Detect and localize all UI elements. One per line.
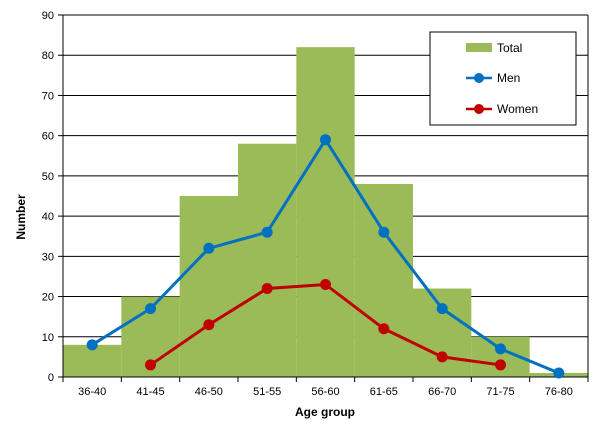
y-axis-title: Number — [14, 194, 28, 240]
point-women-71-75 — [495, 359, 506, 371]
point-women-66-70 — [436, 351, 448, 363]
point-men-76-80 — [553, 367, 565, 379]
point-men-71-75 — [495, 343, 506, 355]
y-tick-label: 90 — [42, 10, 54, 22]
y-tick-label: 10 — [42, 332, 54, 344]
point-men-41-45 — [145, 303, 156, 315]
axes — [58, 14, 589, 382]
y-tick-label: 70 — [42, 90, 54, 102]
legend-label-men: Men — [497, 71, 520, 85]
y-tick-label: 0 — [48, 372, 54, 384]
legend-label-total: Total — [497, 41, 522, 55]
point-women-46-50 — [203, 319, 215, 331]
y-tick-label: 20 — [42, 292, 54, 304]
bar-46-50 — [179, 196, 238, 377]
tick-labels: 0 10 20 30 40 50 60 70 80 90 36-40 41-45 46-50 51-55 5… — [42, 10, 573, 398]
y-tick-label: 80 — [42, 50, 54, 62]
bar-56-60 — [296, 47, 355, 378]
bar-51-55 — [238, 143, 297, 377]
y-tick-label: 50 — [42, 171, 54, 183]
x-tick-label-71-75: 71-75 — [486, 386, 514, 398]
x-tick-label-46-50: 46-50 — [195, 386, 223, 398]
point-men-46-50 — [203, 242, 215, 254]
point-men-61-65 — [378, 226, 390, 238]
series-lines — [86, 134, 565, 379]
bars — [63, 47, 588, 378]
bar-61-65 — [354, 183, 413, 377]
point-women-61-65 — [378, 323, 390, 335]
x-tick-label-61-65: 61-65 — [370, 386, 398, 398]
x-tick-label-66-70: 66-70 — [428, 386, 456, 398]
point-women-56-60 — [320, 278, 331, 290]
point-women-51-55 — [261, 283, 273, 295]
point-men-56-60 — [320, 134, 331, 146]
x-tick-label-51-55: 51-55 — [253, 386, 281, 398]
legend: Total Men Women — [429, 31, 577, 126]
legend-swatch-total — [466, 43, 492, 52]
x-tick-label-41-45: 41-45 — [136, 386, 164, 398]
y-tick-label: 30 — [42, 251, 54, 263]
y-tick-label: 40 — [42, 211, 54, 223]
point-women-41-45 — [145, 359, 156, 371]
legend-label-women: Women — [497, 102, 538, 116]
legend-marker-women — [474, 104, 484, 114]
x-tick-label-76-80: 76-80 — [545, 386, 573, 398]
legend-box — [429, 31, 577, 126]
y-tick-label: 60 — [42, 131, 54, 143]
x-axis-title: Age group — [295, 405, 355, 419]
point-men-51-55 — [261, 226, 273, 238]
point-men-36-40 — [86, 339, 98, 351]
bar-66-70 — [413, 288, 472, 377]
legend-marker-men — [474, 73, 484, 83]
point-men-66-70 — [436, 303, 448, 315]
x-tick-label-36-40: 36-40 — [78, 386, 106, 398]
x-tick-label-56-60: 56-60 — [311, 386, 339, 398]
